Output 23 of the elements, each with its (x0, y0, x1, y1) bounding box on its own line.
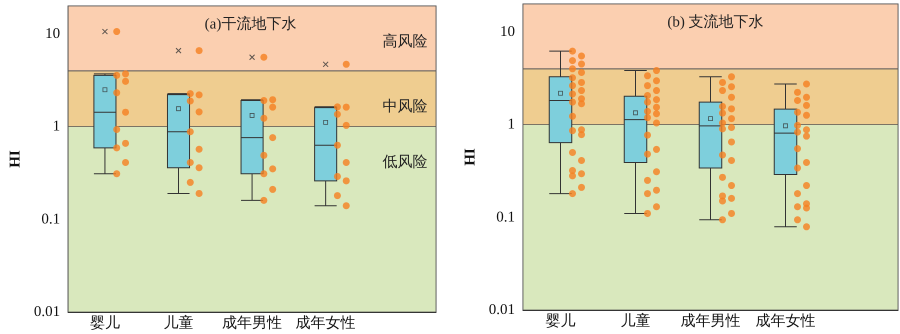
x-tick-label: 成年男性 (222, 314, 282, 332)
x-tick-label: 婴儿 (546, 312, 576, 330)
y-tick-label: 0.01 (34, 304, 60, 320)
y-tick-label: 1 (508, 116, 515, 133)
y-tick-label: 10 (45, 26, 60, 42)
y-tick-label: 10 (500, 24, 515, 40)
band-label: 高风险 (382, 33, 428, 50)
y-axis-title: HI (462, 148, 478, 166)
x-tick-label: 成年男性 (680, 312, 740, 330)
y-tick-label: 0.1 (41, 211, 60, 228)
y-tick-label: 1 (52, 118, 60, 135)
text: (a)干流地下水 (204, 16, 296, 32)
y-tick-label: 0.01 (488, 302, 515, 318)
text: (b) 支流地下水 (667, 14, 764, 30)
band-label: 中风险 (382, 98, 428, 115)
x-tick-label: 成年女性 (756, 312, 816, 330)
x-tick-label: 婴儿 (90, 314, 120, 332)
y-tick-label: 0.1 (496, 209, 515, 226)
band-label: 低风险 (382, 154, 428, 171)
x-tick-label: 成年女性 (296, 314, 356, 332)
x-tick-label: 儿童 (164, 314, 194, 332)
x-tick-label: 儿童 (620, 312, 650, 330)
y-axis-title: HI (8, 150, 24, 168)
